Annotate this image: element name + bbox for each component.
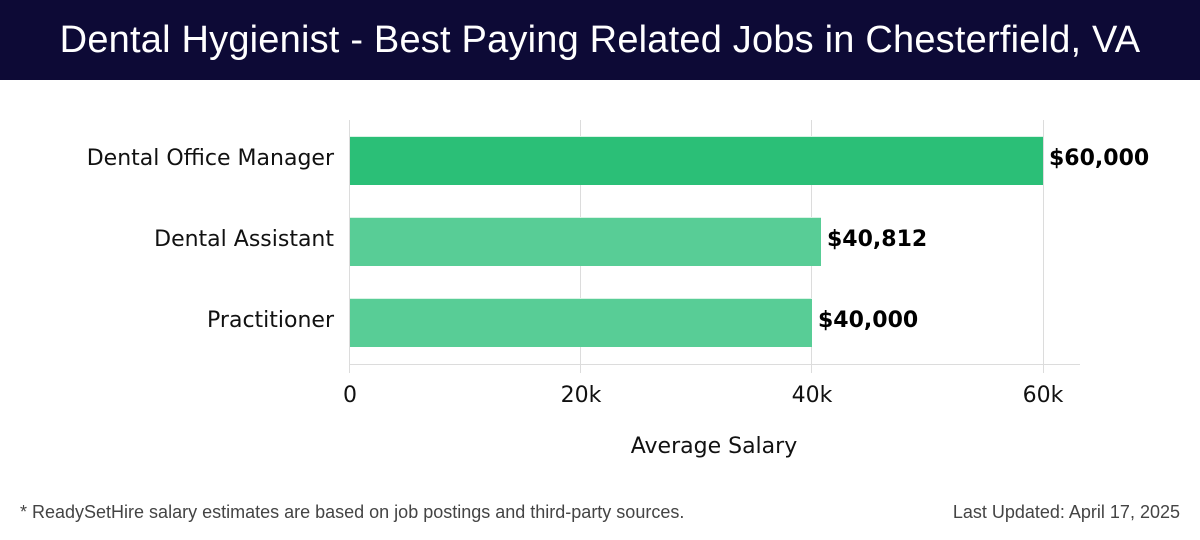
x-tick-40k: 40k [791,383,833,408]
x-tick-60k: 60k [1022,383,1064,408]
bar-dental-assistant [350,217,821,266]
category-label-dental-office-manager: Dental Office Manager [86,146,334,171]
plot-area: $60,000 $40,812 $40,000 [349,120,1149,373]
gridline-60k [1043,120,1044,373]
last-updated: Last Updated: April 17, 2025 [952,502,1180,522]
value-label-dental-office-manager: $60,000 [1049,146,1150,171]
chart-title: Dental Hygienist - Best Paying Related J… [59,18,1141,61]
x-tick-0: 0 [343,383,357,408]
x-tick-20k: 20k [560,383,602,408]
footnote: * ReadySetHire salary estimates are base… [20,502,685,522]
value-label-practitioner: $40,000 [818,308,919,333]
category-label-dental-assistant: Dental Assistant [154,227,334,252]
x-axis-line [349,364,1080,365]
bar-practitioner [350,298,812,347]
gridline-0 [349,120,350,373]
chart-header: Dental Hygienist - Best Paying Related J… [0,0,1200,80]
value-label-dental-assistant: $40,812 [827,227,928,252]
x-axis-title: Average Salary [630,434,798,459]
category-label-practitioner: Practitioner [207,308,334,333]
bar-dental-office-manager [350,136,1043,185]
